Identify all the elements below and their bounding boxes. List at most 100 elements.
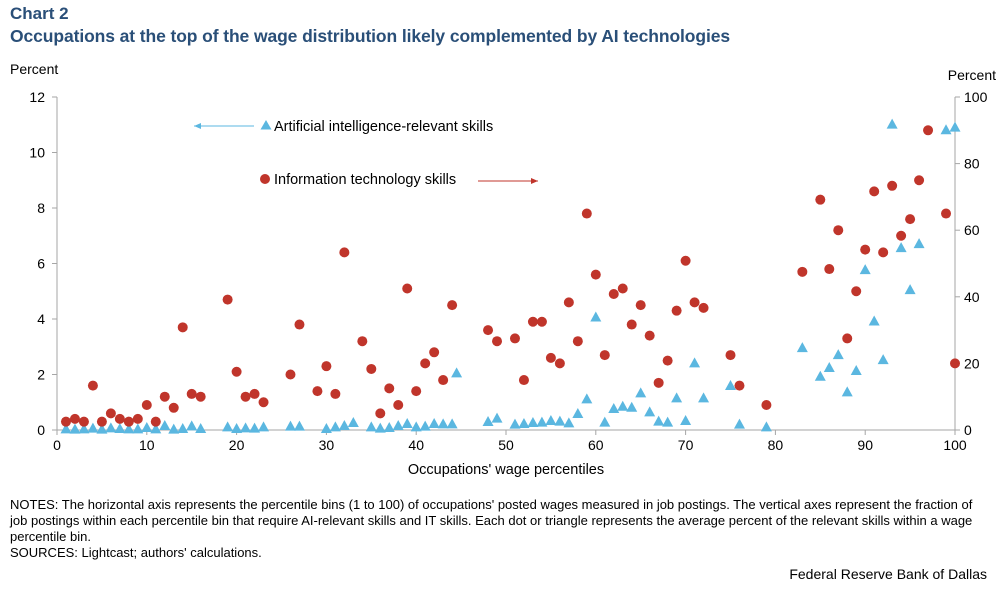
it-skills-point bbox=[572, 336, 583, 347]
ai-skills-point bbox=[608, 403, 620, 414]
ai-skills-point bbox=[680, 415, 692, 426]
x-tick-label: 60 bbox=[588, 437, 604, 453]
it-skills-point bbox=[869, 186, 880, 197]
it-skills-point bbox=[563, 297, 574, 308]
it-legend-arrowhead-icon bbox=[531, 178, 538, 184]
ai-skills-point bbox=[78, 423, 90, 434]
it-skills-point bbox=[141, 400, 152, 411]
ai-skills-point bbox=[868, 315, 880, 326]
ai-skills-point bbox=[168, 423, 180, 434]
ai-skills-point bbox=[823, 362, 835, 373]
left-y-tick-label: 4 bbox=[37, 311, 45, 327]
x-axis-label: Occupations' wage percentiles bbox=[408, 462, 604, 478]
ai-skills-point bbox=[662, 416, 674, 427]
it-skills-point bbox=[815, 194, 826, 205]
right-y-tick-label: 0 bbox=[964, 422, 972, 438]
organization-credit: Federal Reserve Bank of Dallas bbox=[789, 566, 987, 582]
it-skills-point bbox=[950, 358, 960, 369]
ai-skills-point bbox=[913, 238, 925, 249]
scatter-plot: Percent Percent Occupations' wage percen… bbox=[10, 61, 996, 478]
ai-skills-point bbox=[949, 121, 961, 132]
ai-skills-point bbox=[383, 422, 395, 433]
left-y-tick-label: 12 bbox=[29, 89, 45, 105]
ai-skills-point bbox=[195, 423, 207, 434]
ai-skills-point bbox=[437, 418, 449, 429]
ai-skills-point bbox=[60, 423, 72, 434]
x-tick-label: 40 bbox=[408, 437, 424, 453]
ai-skills-point bbox=[69, 423, 81, 434]
it-skills-point bbox=[878, 247, 889, 258]
ai-skills-point bbox=[796, 342, 808, 353]
it-skills-point bbox=[114, 413, 125, 424]
right-y-tick-label: 60 bbox=[964, 222, 980, 238]
ai-skills-point bbox=[895, 242, 907, 253]
it-skills-point bbox=[842, 333, 853, 344]
ai-skills-point bbox=[446, 418, 458, 429]
it-skills-point bbox=[653, 377, 664, 388]
it-skills-point bbox=[635, 300, 646, 311]
it-skills-point bbox=[527, 316, 538, 327]
it-skills-point bbox=[447, 300, 458, 311]
it-skills-point bbox=[545, 352, 556, 363]
ai-skills-point bbox=[374, 422, 386, 433]
ai-skills-point bbox=[725, 380, 736, 391]
it-skills-point bbox=[941, 208, 952, 219]
ai-skills-point bbox=[635, 387, 647, 398]
ai-skills-point bbox=[491, 412, 503, 423]
ai-skills-point bbox=[451, 367, 463, 378]
notes-text: NOTES: The horizontal axis represents th… bbox=[10, 497, 973, 544]
it-skills-point bbox=[518, 375, 529, 386]
it-skills-point bbox=[294, 319, 305, 330]
it-skills-point bbox=[536, 316, 547, 327]
chart-title: Occupations at the top of the wage distr… bbox=[10, 26, 731, 46]
ai-skills-point bbox=[114, 423, 126, 434]
it-skills-point bbox=[366, 363, 377, 374]
ai-skills-point bbox=[572, 408, 584, 419]
it-skills-point bbox=[132, 413, 143, 424]
ai-skills-point bbox=[733, 418, 745, 429]
it-skills-point bbox=[321, 361, 332, 372]
ai-skills-point bbox=[284, 420, 296, 431]
it-skills-point bbox=[554, 358, 565, 369]
x-tick-label: 0 bbox=[53, 437, 61, 453]
ai-skills-point bbox=[886, 118, 898, 129]
it-skills-point bbox=[617, 283, 628, 294]
ai-skills-point bbox=[482, 416, 494, 427]
it-skills-point bbox=[438, 375, 449, 386]
it-skills-point bbox=[285, 369, 296, 380]
it-skills-point bbox=[330, 388, 341, 399]
it-skills-point bbox=[402, 283, 413, 294]
it-skills-point bbox=[231, 366, 242, 377]
right-y-tick-label: 80 bbox=[964, 156, 980, 172]
it-skills-point bbox=[339, 247, 350, 258]
ai-skills-point bbox=[105, 422, 117, 433]
it-skills-point bbox=[69, 413, 80, 424]
ai-skills-point bbox=[590, 311, 602, 322]
ai-skills-point bbox=[518, 418, 530, 429]
it-skills-point bbox=[150, 416, 161, 427]
ai-skills-point bbox=[832, 349, 844, 360]
ai-skills-point bbox=[159, 420, 171, 431]
ai-skills-point bbox=[653, 415, 665, 426]
ai-skills-point bbox=[877, 354, 889, 365]
it-skills-point bbox=[680, 255, 691, 266]
it-skills-point bbox=[87, 380, 98, 391]
ai-skills-point bbox=[841, 386, 853, 397]
it-skills-point bbox=[914, 175, 925, 186]
ai-skills-point bbox=[626, 401, 638, 412]
it-skills-point bbox=[599, 350, 610, 361]
x-tick-label: 20 bbox=[229, 437, 245, 453]
it-skills-point bbox=[905, 214, 916, 225]
ai-skills-point bbox=[293, 420, 305, 431]
ai-skills-point bbox=[698, 392, 710, 403]
ai-skills-point bbox=[581, 393, 593, 404]
ai-legend-arrowhead-icon bbox=[194, 123, 201, 129]
it-legend-label: Information technology skills bbox=[274, 172, 456, 188]
it-skills-point bbox=[833, 225, 844, 236]
ai-legend-label: Artificial intelligence-relevant skills bbox=[274, 119, 493, 135]
it-skills-point bbox=[689, 297, 700, 308]
left-y-tick-label: 6 bbox=[37, 256, 45, 272]
ai-skills-point bbox=[563, 417, 575, 428]
it-skills-point bbox=[384, 383, 395, 394]
it-skills-point bbox=[923, 125, 934, 136]
